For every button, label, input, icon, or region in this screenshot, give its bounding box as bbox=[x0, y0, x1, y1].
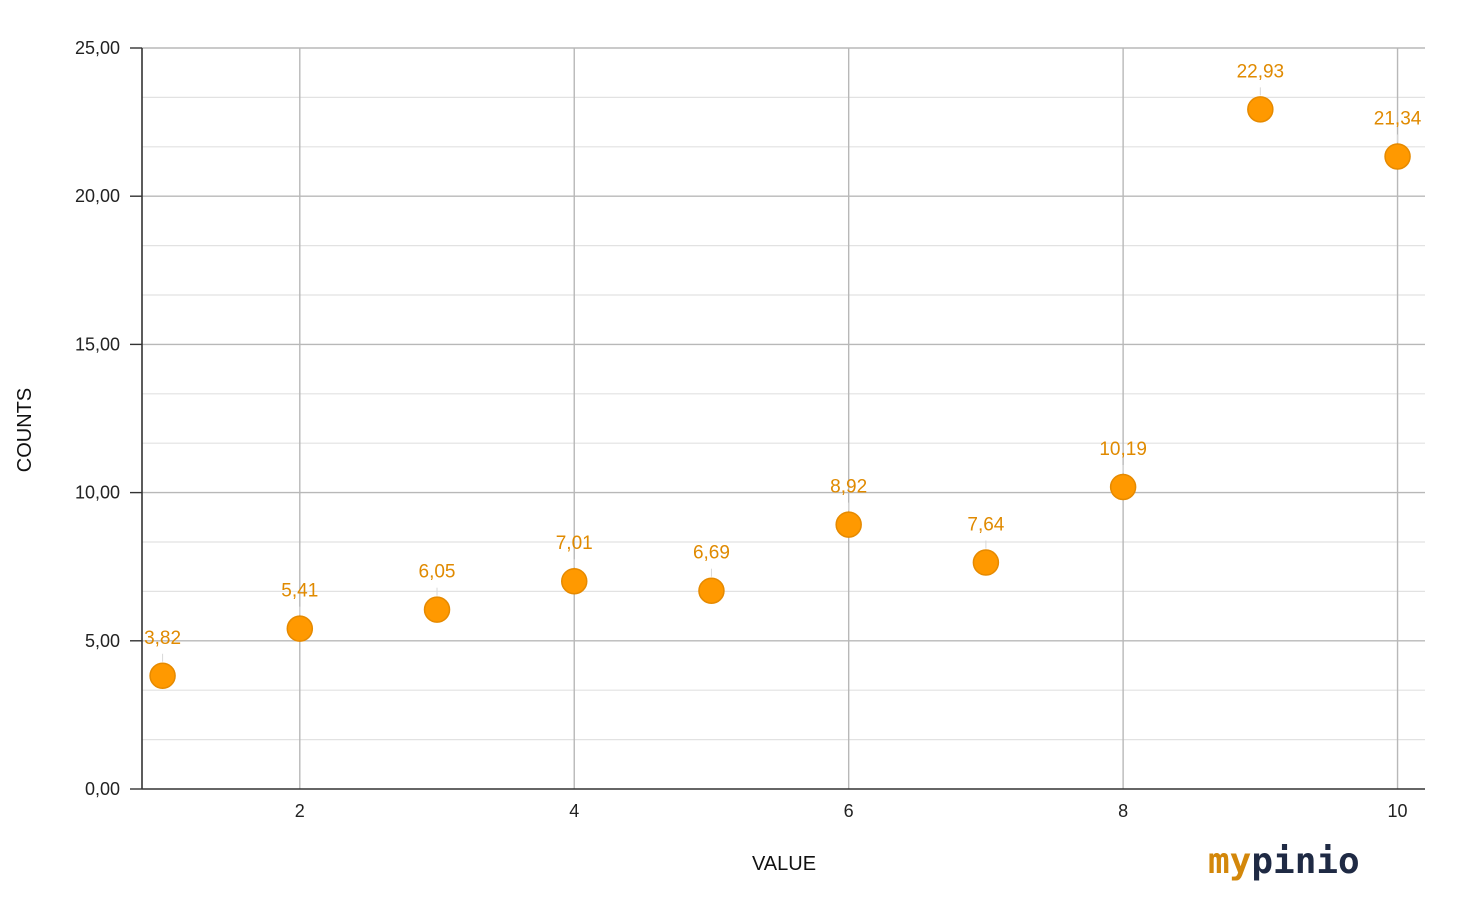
data-points bbox=[149, 96, 1411, 690]
x-tick-label: 8 bbox=[1118, 801, 1128, 821]
data-label: 21,34 bbox=[1374, 108, 1422, 129]
x-tick-label: 2 bbox=[295, 801, 305, 821]
y-tick-label: 20,00 bbox=[75, 186, 120, 206]
mypinio-logo: mypinio bbox=[1208, 838, 1360, 886]
logo-text-my: my bbox=[1208, 841, 1252, 882]
data-label: 5,41 bbox=[281, 581, 318, 602]
data-labels: 3,82 5,41 6,05 7,01 6,69 8,92 7,64 10,19 22,93 21… bbox=[144, 61, 1422, 662]
data-label: 7,01 bbox=[556, 533, 593, 554]
tick-labels: 0,00 5,00 10,00 15,00 20,00 25,00 2 4 6 8 10 bbox=[75, 38, 1408, 821]
data-point bbox=[286, 615, 314, 642]
data-label: 6,05 bbox=[419, 562, 456, 583]
data-label: 10,19 bbox=[1099, 439, 1147, 460]
data-point bbox=[1247, 96, 1274, 123]
data-point bbox=[1109, 473, 1137, 501]
logo-text-pinio: pinio bbox=[1251, 841, 1360, 882]
data-point bbox=[423, 596, 451, 623]
axes bbox=[130, 47, 1425, 790]
x-axis-title: VALUE bbox=[752, 853, 816, 875]
data-label: 3,82 bbox=[144, 628, 181, 649]
data-label: 22,93 bbox=[1237, 61, 1285, 82]
data-point bbox=[560, 567, 588, 595]
data-point bbox=[1384, 143, 1411, 170]
x-tick-label: 10 bbox=[1388, 801, 1408, 821]
y-axis-title: COUNTS bbox=[14, 388, 36, 472]
data-label: 8,92 bbox=[830, 477, 867, 498]
data-point bbox=[835, 511, 862, 538]
y-tick-label: 5,00 bbox=[85, 631, 120, 651]
data-label: 7,64 bbox=[967, 515, 1004, 536]
y-tick-label: 10,00 bbox=[75, 483, 120, 503]
y-tick-label: 25,00 bbox=[75, 38, 120, 58]
data-label: 6,69 bbox=[693, 543, 730, 564]
data-point bbox=[149, 662, 176, 690]
y-tick-label: 15,00 bbox=[75, 334, 120, 354]
x-tick-label: 4 bbox=[569, 801, 579, 821]
grid bbox=[142, 47, 1425, 789]
x-tick-label: 6 bbox=[844, 801, 854, 821]
data-point bbox=[698, 577, 725, 604]
y-tick-label: 0,00 bbox=[85, 779, 120, 799]
data-point bbox=[972, 549, 1000, 576]
